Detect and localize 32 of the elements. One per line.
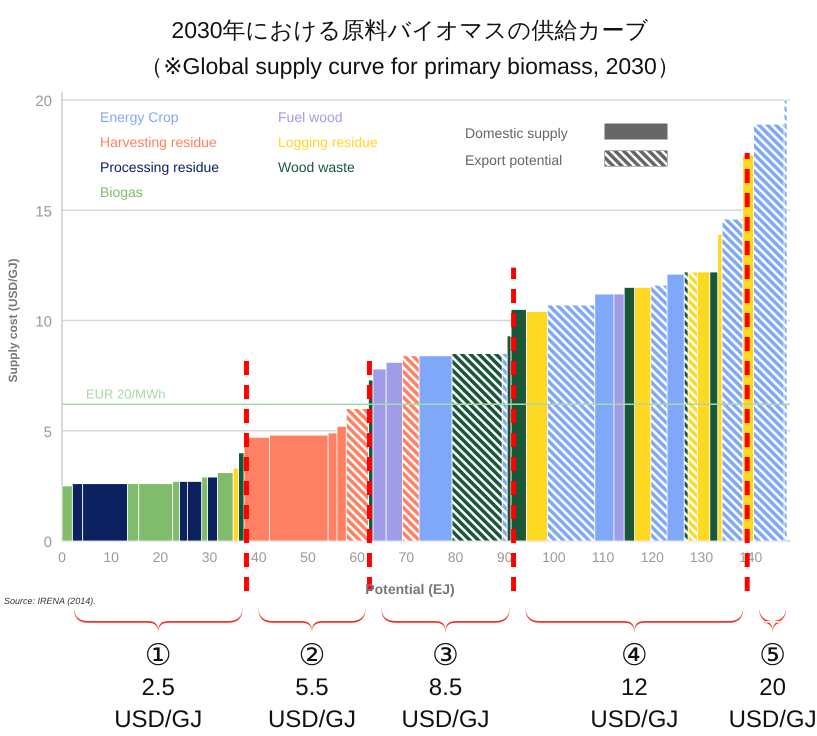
source-note: Source: IRENA (2014). bbox=[4, 596, 96, 606]
x-tick-label: 50 bbox=[300, 549, 316, 565]
y-tick-label: 20 bbox=[35, 93, 52, 110]
x-tick-label: 100 bbox=[542, 549, 566, 565]
x-tick-label: 0 bbox=[58, 549, 66, 565]
y-axis-title: Supply cost (USD/GJ) bbox=[6, 258, 20, 383]
chart-subtitle: （※Global supply curve for primary biomass, 2030） bbox=[140, 53, 680, 79]
text: ③ 8.5 USD/GJ bbox=[401, 639, 490, 733]
text: ⑤ 20 USD/GJ bbox=[728, 639, 817, 733]
x-axis-title: Potential (EJ) bbox=[365, 581, 455, 597]
x-tick-label: 120 bbox=[640, 549, 664, 565]
x-tick-label: 60 bbox=[349, 549, 366, 565]
y-tick-label: 10 bbox=[35, 314, 52, 330]
text: ② 5.5 USD/GJ bbox=[268, 639, 356, 733]
x-tick-label: 20 bbox=[152, 549, 168, 565]
x-tick-label: 70 bbox=[398, 549, 414, 565]
annotation: Export potential bbox=[465, 152, 562, 168]
y-tick-label: 5 bbox=[44, 424, 52, 441]
y-tick-label: 15 bbox=[35, 203, 52, 220]
x-tick-label: 110 bbox=[592, 549, 614, 565]
y-tick-label: 0 bbox=[44, 534, 52, 551]
text: ④ 12 USD/GJ bbox=[590, 639, 678, 733]
x-tick-label: 40 bbox=[250, 549, 267, 565]
ref-line-label: EUR 20/MWh bbox=[86, 386, 166, 402]
x-tick-label: 10 bbox=[103, 549, 120, 565]
annotation: Domestic supply bbox=[465, 125, 568, 141]
text: ① 2.5 USD/GJ bbox=[114, 639, 202, 733]
chart-title: 2030年における原料バイオマスの供給カーブ bbox=[171, 17, 649, 43]
x-tick-label: 80 bbox=[448, 549, 464, 565]
x-tick-label: 30 bbox=[202, 549, 218, 565]
x-tick-label: 130 bbox=[690, 549, 714, 565]
legend: Energy Crop Harvesting residue Processing residue Biogas Fuel wood Logging residue Wood waste bbox=[100, 109, 378, 200]
